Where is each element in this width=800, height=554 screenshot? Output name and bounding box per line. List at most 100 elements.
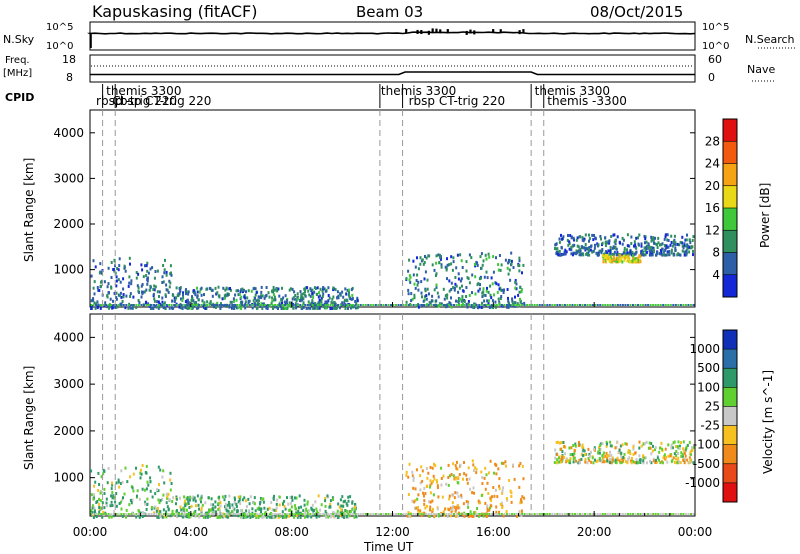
power-cell <box>504 258 507 262</box>
power-cell <box>482 287 485 291</box>
velocity-cell <box>138 497 141 501</box>
power-cell <box>149 303 152 307</box>
velocity-cell <box>417 493 420 497</box>
velocity-cell <box>344 513 347 515</box>
cpid-entry: Ct-trig 220 <box>112 94 177 108</box>
power-cell <box>128 256 131 260</box>
power-cell <box>271 296 274 300</box>
velocity-cell <box>642 459 645 463</box>
velocity-cell <box>618 448 621 452</box>
power-cell <box>425 304 428 306</box>
power-cell <box>461 266 464 269</box>
power-cell <box>327 294 330 297</box>
power-cell <box>322 287 324 291</box>
power-cell <box>165 288 168 292</box>
power-cell <box>614 304 617 306</box>
power-cell <box>294 304 297 306</box>
velocity-cell <box>455 466 458 470</box>
velocity-cell <box>377 513 380 515</box>
power-cell <box>585 252 588 256</box>
power-cell <box>314 304 317 306</box>
power-cell <box>425 297 428 301</box>
power-cell <box>651 238 654 242</box>
velocity-cell <box>562 441 565 444</box>
power-cell <box>274 304 277 306</box>
power-cell <box>180 306 183 310</box>
velocity-cell <box>145 464 148 468</box>
power-cell <box>643 246 646 250</box>
velocity-cell <box>426 476 429 480</box>
velocity-cell <box>166 505 169 509</box>
velocity-cell <box>351 507 354 511</box>
power-cell <box>240 295 243 299</box>
velocity-cell <box>490 504 492 508</box>
velocity-cell <box>271 513 274 515</box>
power-cell <box>479 283 481 287</box>
velocity-cell <box>374 513 377 515</box>
power-cell <box>662 253 665 257</box>
velocity-cell <box>419 488 422 492</box>
power-colorbar-swatch <box>723 141 737 164</box>
velocity-cell <box>263 506 266 510</box>
velocity-cell <box>523 513 526 515</box>
power-cell <box>651 253 654 257</box>
power-cell <box>498 300 501 304</box>
power-cell <box>503 288 505 292</box>
velocity-cell <box>513 477 516 481</box>
velocity-cell <box>294 504 297 508</box>
velocity-cell <box>170 482 173 485</box>
velocity-cell <box>650 461 653 465</box>
power-cell <box>283 300 286 304</box>
velocity-cell <box>103 492 106 495</box>
velocity-cell <box>425 504 428 508</box>
noise-block <box>469 29 472 34</box>
power-cell <box>179 302 182 306</box>
power-cell <box>284 294 287 298</box>
velocity-cell <box>619 444 622 448</box>
power-colorbar-swatch <box>723 119 737 142</box>
velocity-cell <box>165 513 168 515</box>
velocity-cell <box>289 501 292 505</box>
power-cell <box>178 287 181 290</box>
power-cell <box>190 304 193 306</box>
velocity-cell <box>434 464 437 468</box>
power-cell <box>350 305 353 309</box>
velocity-cell <box>498 513 501 515</box>
power-cell <box>586 247 589 251</box>
power-cell <box>232 297 235 301</box>
power-cell <box>277 287 280 291</box>
velocity-cell <box>647 446 650 450</box>
power-cell <box>414 286 417 290</box>
power-cell <box>627 257 629 261</box>
velocity-cell <box>586 461 589 465</box>
power-cell <box>414 265 417 269</box>
power-cell <box>448 263 451 267</box>
power-cell <box>346 288 349 292</box>
velocity-cell <box>111 491 114 494</box>
velocity-cell <box>480 470 483 474</box>
velocity-cell <box>428 515 431 518</box>
power-cell <box>343 298 346 302</box>
velocity-cell <box>593 447 595 451</box>
power-cell <box>158 305 161 309</box>
power-cell <box>322 286 325 289</box>
velocity-cell <box>489 506 492 510</box>
velocity-cell <box>600 459 603 463</box>
velocity-cell <box>626 461 629 465</box>
velocity-cell <box>149 476 152 480</box>
power-cell <box>419 262 422 266</box>
power-cell <box>316 304 319 306</box>
velocity-cell <box>606 456 609 460</box>
power-cell <box>92 304 95 306</box>
x-tick-label: 08:00 <box>274 525 309 539</box>
velocity-cell <box>355 515 358 519</box>
velocity-cell <box>583 449 586 453</box>
velocity-cell <box>553 461 556 464</box>
velocity-cell <box>177 514 180 518</box>
velocity-cell <box>293 496 296 500</box>
power-cell <box>486 286 488 290</box>
velocity-cell <box>95 501 98 504</box>
velocity-cell <box>674 513 677 515</box>
power-cell <box>460 277 463 281</box>
